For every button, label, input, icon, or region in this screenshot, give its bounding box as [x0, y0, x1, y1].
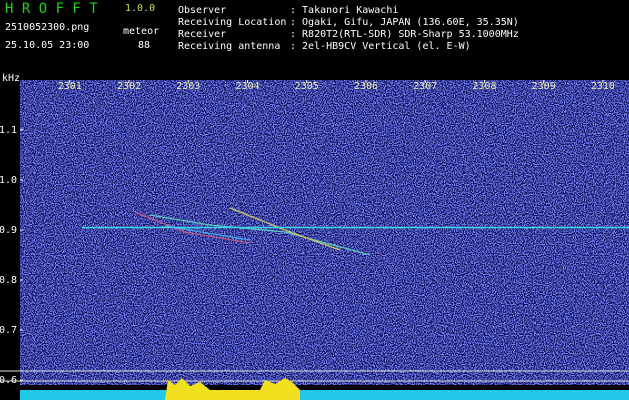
noise — [20, 80, 629, 385]
x-tick-label: 2301 — [58, 81, 82, 92]
info-label: Observer — [178, 5, 226, 16]
info-value: : R820T2(RTL-SDR) SDR-Sharp 53.1000MHz — [290, 29, 519, 40]
info-value: : Takanori Kawachi — [290, 5, 398, 16]
info-label: Receiving antenna — [178, 41, 280, 52]
x-tick-label: 2304 — [235, 81, 259, 92]
y-tick-label: 0.9 — [0, 225, 17, 236]
spectrum-burst — [165, 378, 300, 400]
x-tick-label: 2305 — [295, 81, 319, 92]
info-value: : 2el-HB9CV Vertical (el. E-W) — [290, 41, 471, 52]
datetime: 25.10.05 23:00 — [5, 40, 89, 51]
version: 1.0.0 — [125, 3, 155, 14]
x-tick-label: 2307 — [413, 81, 437, 92]
y-axis-label: kHz — [2, 73, 20, 84]
meteor-traces — [134, 207, 371, 256]
info-label: Receiver — [178, 29, 226, 40]
x-tick-label: 2309 — [532, 81, 556, 92]
x-tick-label: 2308 — [472, 81, 496, 92]
x-tick-label: 2303 — [176, 81, 200, 92]
y-tick-label: 1.1 — [0, 125, 17, 136]
info-label: Receiving Location — [178, 17, 286, 28]
spectrum-band — [20, 390, 629, 400]
y-tick-label: 0.7 — [0, 325, 17, 336]
mode: meteor — [123, 26, 159, 37]
app-title: H R O F F T — [5, 1, 98, 17]
count: 88 — [138, 40, 150, 51]
x-tick-label: 2302 — [117, 81, 141, 92]
x-tick-label: 2310 — [591, 81, 615, 92]
y-tick-label: 0.8 — [0, 275, 17, 286]
info-value: : Ogaki, Gifu, JAPAN (136.60E, 35.35N) — [290, 17, 519, 28]
y-tick-label: 1.0 — [0, 175, 17, 186]
y-tick-label: 0.6 — [0, 375, 17, 386]
file-name: 2510052300.png — [5, 22, 89, 33]
x-tick-label: 2306 — [354, 81, 378, 92]
